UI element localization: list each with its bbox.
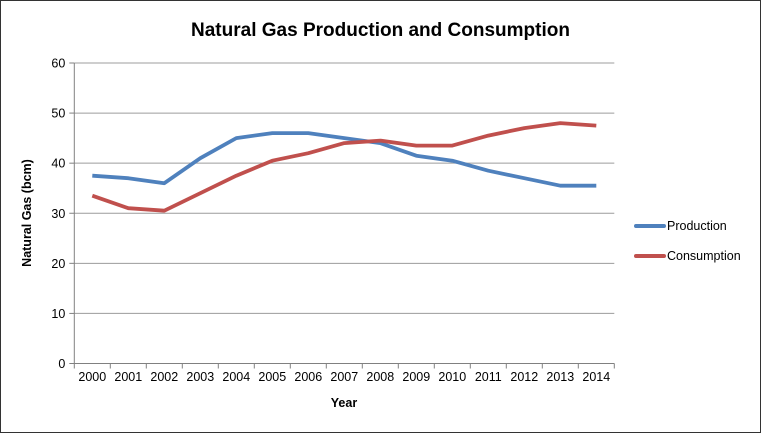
x-tick-label-2001: 2001 bbox=[114, 370, 142, 384]
x-tick-label-2006: 2006 bbox=[294, 370, 322, 384]
legend-swatch-consumption bbox=[634, 254, 666, 258]
y-tick-label-0: 0 bbox=[58, 357, 65, 371]
series-line-consumption bbox=[91, 121, 597, 213]
x-tick-label-2004: 2004 bbox=[222, 370, 250, 384]
chart-title: Natural Gas Production and Consumption bbox=[191, 20, 570, 41]
legend-label-production: Production bbox=[667, 219, 727, 233]
x-tick-label-2003: 2003 bbox=[186, 370, 214, 384]
legend: Production Consumption bbox=[634, 218, 741, 278]
x-tick-label-2012: 2012 bbox=[510, 370, 538, 384]
x-tick-label-2014: 2014 bbox=[582, 370, 610, 384]
y-tick-label-10: 10 bbox=[51, 307, 65, 321]
series-line-production bbox=[92, 131, 597, 188]
y-tick-label-20: 20 bbox=[51, 257, 65, 271]
y-tick-label-50: 50 bbox=[51, 107, 65, 121]
x-tick-label-2007: 2007 bbox=[330, 370, 358, 384]
x-tick-label-2008: 2008 bbox=[366, 370, 394, 384]
x-tick-label-2005: 2005 bbox=[258, 370, 286, 384]
legend-item-production: Production bbox=[634, 218, 741, 234]
legend-swatch-production bbox=[634, 224, 666, 228]
x-tick-label-2002: 2002 bbox=[150, 370, 178, 384]
y-tick-label-30: 30 bbox=[51, 207, 65, 221]
x-axis-title: Year bbox=[330, 396, 358, 410]
y-tick-label-60: 60 bbox=[51, 57, 65, 71]
x-tick-label-2000: 2000 bbox=[78, 370, 106, 384]
x-tick-label-2013: 2013 bbox=[546, 370, 574, 384]
x-tick-label-2009: 2009 bbox=[402, 370, 430, 384]
legend-item-consumption: Consumption bbox=[634, 248, 741, 264]
x-tick-label-2011: 2011 bbox=[475, 370, 502, 384]
x-tick-label-2010: 2010 bbox=[438, 370, 466, 384]
legend-label-consumption: Consumption bbox=[667, 249, 741, 263]
y-tick-label-40: 40 bbox=[51, 157, 65, 171]
